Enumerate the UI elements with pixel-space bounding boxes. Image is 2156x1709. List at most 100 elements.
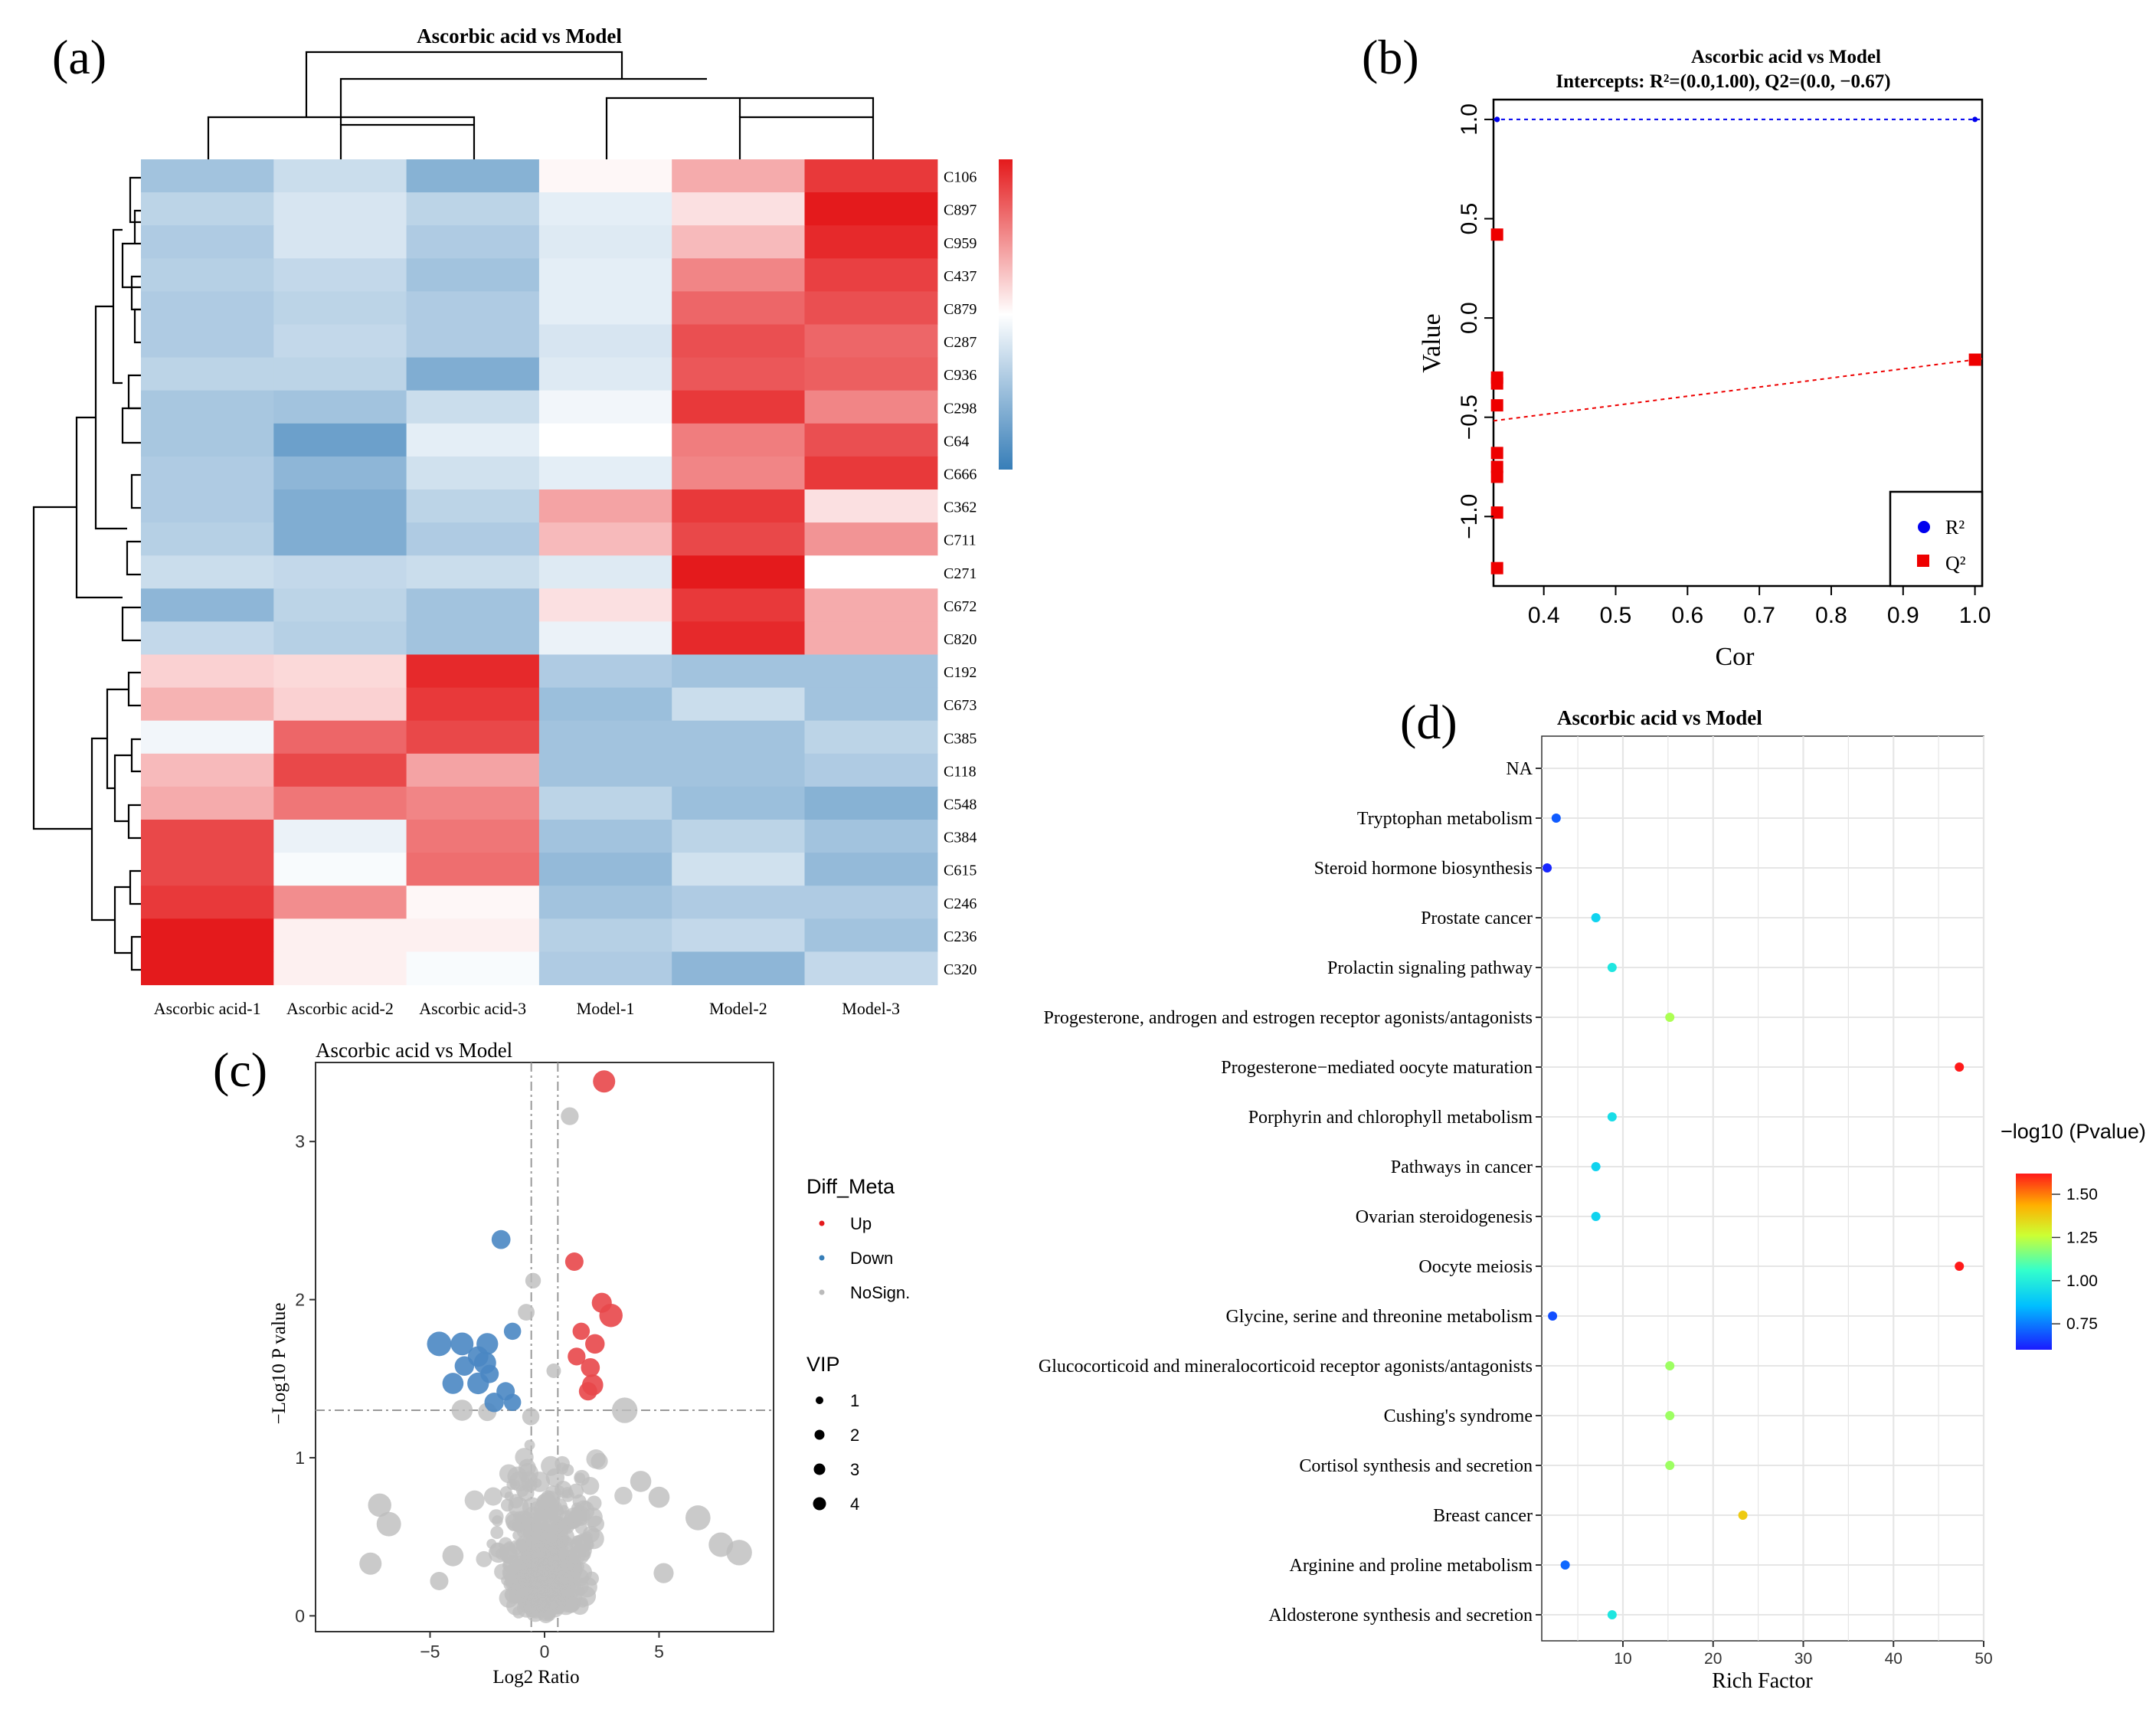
heatmap-row-label: C236: [944, 928, 977, 945]
heatmap-cell: [804, 390, 938, 424]
nonsign-point: [578, 1533, 591, 1546]
enrichment-x-ticks: 10 20 30 40 50: [1614, 1641, 1993, 1668]
heatmap-row-label: C936: [944, 367, 977, 384]
heatmap-cell: [141, 324, 274, 358]
pathway-label: Cortisol synthesis and secretion: [1299, 1456, 1533, 1476]
legend-up-label: Up: [850, 1214, 872, 1233]
heatmap-cell: [672, 324, 806, 358]
pathway-label: Progesterone, androgen and estrogen rece…: [1044, 1008, 1533, 1028]
heatmap-cell: [141, 192, 274, 226]
heatmap-cell: [273, 786, 407, 820]
nonsign-point: [525, 1272, 541, 1289]
heatmap-cell: [672, 225, 806, 259]
heatmap-cell: [273, 621, 407, 656]
heatmap-cell: [672, 588, 806, 622]
nonsign-point: [359, 1552, 382, 1575]
pathway-label: Breast cancer: [1433, 1506, 1533, 1526]
heatmap-cell: [672, 456, 806, 490]
nonsign-point: [451, 1400, 473, 1421]
heatmap-cell: [804, 258, 938, 292]
heatmap-row-label: C271: [944, 565, 977, 582]
r2-point: [1972, 116, 1978, 123]
heatmap-row-label: C711: [944, 532, 977, 549]
nonsign-point: [572, 1494, 587, 1508]
heatmap-cell: [538, 357, 672, 391]
down-point: [503, 1322, 522, 1341]
heatmap-cell: [406, 588, 540, 622]
heatmap-cell: [273, 588, 407, 622]
enrichment-x-label: Rich Factor: [1712, 1669, 1813, 1693]
heatmap-cell: [672, 951, 806, 986]
down-point: [427, 1331, 452, 1357]
permutation-y-label: Value: [1418, 313, 1446, 372]
heatmap-cell: [672, 918, 806, 952]
pathway-point: [1665, 1411, 1675, 1420]
heatmap-cell: [141, 588, 274, 622]
nonsign-point: [490, 1526, 504, 1540]
pathway-point: [1543, 863, 1552, 873]
nonsign-point: [512, 1606, 525, 1619]
x-tick-label: 0.9: [1887, 603, 1919, 628]
pathway-label: Arginine and proline metabolism: [1290, 1556, 1533, 1576]
volcano-legend: Diff_Meta Up Down NoSign. VIP 1 2 3 4: [806, 1175, 910, 1514]
pathway-label: Prolactin signaling pathway: [1327, 958, 1533, 978]
heatmap-cell: [538, 423, 672, 457]
legend-nonsign-label: NoSign.: [850, 1283, 910, 1302]
permutation-x-label: Cor: [1716, 643, 1755, 671]
heatmap-cell: [406, 720, 540, 755]
heatmap-cell: [141, 621, 274, 656]
nonsign-point: [653, 1563, 674, 1583]
x-tick-label: 5: [654, 1642, 664, 1662]
nonsign-point: [524, 1439, 535, 1451]
heatmap-row-label: C385: [944, 730, 977, 747]
nonsign-point: [524, 1598, 538, 1613]
pathway-point: [1607, 1610, 1617, 1619]
heatmap-column-label: Model-3: [842, 999, 900, 1018]
heatmap-cell: [141, 555, 274, 589]
heatmap-row-label: C666: [944, 466, 977, 483]
enrichment-plot-frame: [1541, 735, 1984, 1642]
heatmap-cell: [141, 786, 274, 820]
heatmap-cell: [406, 456, 540, 490]
pathway-point: [1607, 963, 1617, 972]
nonsign-point: [685, 1505, 711, 1531]
heatmap-cell: [273, 753, 407, 787]
heatmap-title: Ascorbic acid vs Model: [417, 25, 622, 47]
legend-r2-label: R²: [1945, 516, 1965, 539]
heatmap-cell: [406, 489, 540, 523]
heatmap-cell: [672, 522, 806, 556]
nonsign-point: [368, 1493, 391, 1517]
heatmap-row-label: C548: [944, 796, 977, 813]
nonsign-point: [587, 1515, 605, 1533]
nonsign-point: [522, 1408, 540, 1426]
nonsign-point: [483, 1487, 502, 1506]
heatmap-row-label: C246: [944, 895, 977, 912]
heatmap-cell: [273, 489, 407, 523]
heatmap-cell: [804, 324, 938, 358]
heatmap-cell: [406, 324, 540, 358]
y-tick-label: −1.0: [1457, 494, 1482, 539]
heatmap-cell: [672, 489, 806, 523]
nonsign-point: [563, 1570, 578, 1585]
heatmap-row-label: C192: [944, 664, 977, 681]
nonsign-point: [630, 1471, 652, 1492]
pathway-label: Aldosterone synthesis and secretion: [1268, 1606, 1533, 1626]
heatmap-cell: [273, 258, 407, 292]
heatmap-cell: [141, 720, 274, 755]
down-point: [454, 1356, 475, 1376]
heatmap-cell: [406, 951, 540, 986]
pathway-label: Progesterone−mediated oocyte maturation: [1221, 1058, 1533, 1078]
heatmap-cell: [538, 192, 672, 226]
heatmap-cells: [141, 159, 938, 986]
heatmap-cell: [804, 720, 938, 755]
heatmap-cell: [804, 225, 938, 259]
heatmap-cell: [273, 192, 407, 226]
vip-1-marker: [816, 1396, 823, 1404]
down-point: [484, 1393, 504, 1413]
volcano-title: Ascorbic acid vs Model: [316, 1039, 512, 1062]
heatmap-cell: [538, 324, 672, 358]
heatmap-cell: [672, 159, 806, 193]
heatmap-cell: [672, 886, 806, 919]
heatmap-cell: [141, 918, 274, 952]
volcano-panel: Ascorbic acid vs Model −5 0 5 0 1 2 3 Log2 Ra…: [269, 1039, 910, 1688]
